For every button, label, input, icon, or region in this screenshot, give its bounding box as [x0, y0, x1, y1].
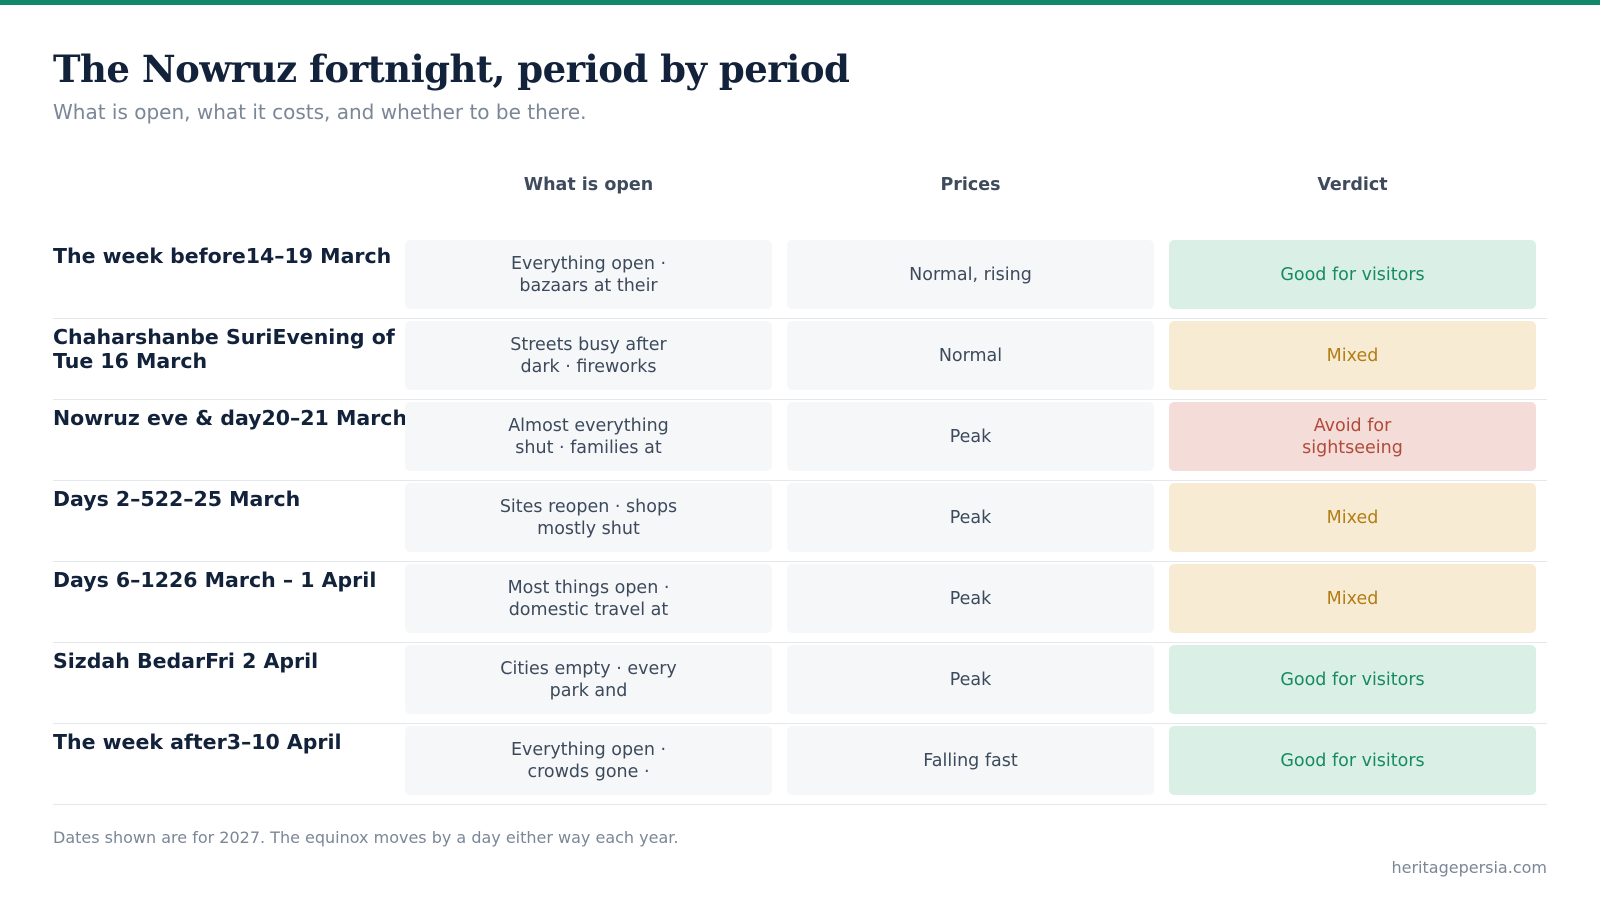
- column-header-open: What is open: [523, 175, 654, 195]
- verdict-text: Good for visitors: [1280, 750, 1425, 771]
- column-header-verdict: Verdict: [1317, 175, 1388, 195]
- open-cell: Sites reopen · shops mostly shut: [405, 483, 772, 552]
- open-cell: Most things open · domestic travel at: [405, 564, 772, 633]
- open-text: Sites reopen · shops mostly shut: [499, 496, 678, 539]
- open-cell: Streets busy after dark · fireworks: [405, 321, 772, 390]
- table-row: Days 2–522–25 March Sites reopen · shops…: [53, 479, 1547, 562]
- table-row: Nowruz eve & day20–21 March Almost every…: [53, 398, 1547, 481]
- verdict-text: Good for visitors: [1280, 669, 1425, 690]
- verdict-badge: Good for visitors: [1169, 726, 1536, 795]
- open-text: Streets busy after dark · fireworks: [510, 334, 667, 377]
- period-label: Sizdah BedarFri 2 April: [53, 649, 319, 673]
- period-label: The week before14–19 March: [53, 244, 392, 268]
- open-text: Everything open · bazaars at their: [510, 253, 667, 296]
- open-text: Almost everything shut · families at: [508, 415, 669, 458]
- open-cell: Almost everything shut · families at: [405, 402, 772, 471]
- period-label: The week after3–10 April: [53, 730, 342, 754]
- price-text: Normal: [938, 345, 1003, 366]
- price-cell: Peak: [787, 645, 1154, 714]
- period-label: Chaharshanbe SuriEvening of Tue 16 March: [53, 325, 395, 373]
- price-cell: Peak: [787, 402, 1154, 471]
- verdict-badge: Mixed: [1169, 564, 1536, 633]
- open-text: Most things open · domestic travel at: [507, 577, 670, 620]
- source-credit: heritagepersia.com: [1391, 858, 1547, 877]
- verdict-text: Mixed: [1326, 588, 1379, 609]
- price-cell: Falling fast: [787, 726, 1154, 795]
- page: The Nowruz fortnight, period by period W…: [53, 0, 1547, 912]
- verdict-badge: Mixed: [1169, 483, 1536, 552]
- price-cell: Peak: [787, 483, 1154, 552]
- price-cell: Normal: [787, 321, 1154, 390]
- period-label: Days 2–522–25 March: [53, 487, 301, 511]
- accent-bar: [0, 0, 1600, 5]
- verdict-text: Mixed: [1326, 507, 1379, 528]
- verdict-badge: Good for visitors: [1169, 240, 1536, 309]
- table-row: The week after3–10 April Everything open…: [53, 722, 1547, 805]
- table-row: Sizdah BedarFri 2 April Cities empty · e…: [53, 641, 1547, 724]
- verdict-text: Good for visitors: [1280, 264, 1425, 285]
- page-title: The Nowruz fortnight, period by period: [53, 47, 850, 91]
- verdict-badge: Good for visitors: [1169, 645, 1536, 714]
- period-label: Days 6–1226 March – 1 April: [53, 568, 377, 592]
- table-row: Days 6–1226 March – 1 April Most things …: [53, 560, 1547, 643]
- price-text: Normal, rising: [909, 264, 1032, 285]
- open-cell: Everything open · crowds gone ·: [405, 726, 772, 795]
- verdict-text: Mixed: [1326, 345, 1379, 366]
- price-cell: Normal, rising: [787, 240, 1154, 309]
- verdict-badge: Avoid for sightseeing: [1169, 402, 1536, 471]
- price-text: Peak: [949, 669, 992, 690]
- price-cell: Peak: [787, 564, 1154, 633]
- verdict-badge: Mixed: [1169, 321, 1536, 390]
- price-text: Falling fast: [923, 750, 1018, 771]
- table-row: The week before14–19 March Everything op…: [53, 236, 1547, 319]
- price-text: Peak: [949, 426, 992, 447]
- open-cell: Cities empty · every park and: [405, 645, 772, 714]
- period-label: Nowruz eve & day20–21 March: [53, 406, 408, 430]
- open-text: Everything open · crowds gone ·: [510, 739, 667, 782]
- price-text: Peak: [949, 588, 992, 609]
- open-text: Cities empty · every park and: [500, 658, 677, 701]
- footnote: Dates shown are for 2027. The equinox mo…: [53, 828, 679, 847]
- column-header-prices: Prices: [940, 175, 1001, 195]
- price-text: Peak: [949, 507, 992, 528]
- page-subtitle: What is open, what it costs, and whether…: [53, 100, 587, 124]
- verdict-text: Avoid for sightseeing: [1302, 415, 1403, 458]
- open-cell: Everything open · bazaars at their: [405, 240, 772, 309]
- table-row: Chaharshanbe SuriEvening of Tue 16 March…: [53, 317, 1547, 400]
